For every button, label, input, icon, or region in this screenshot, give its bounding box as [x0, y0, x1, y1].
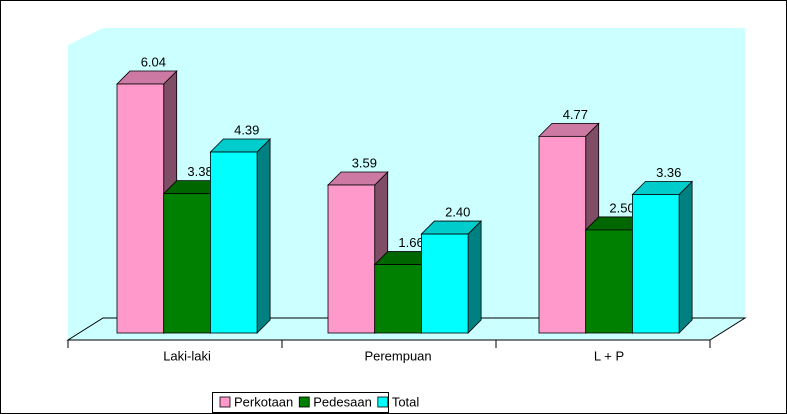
bar-side: [678, 180, 693, 334]
data-label: 3.59: [352, 155, 377, 170]
data-label: 6.04: [141, 54, 166, 69]
legend-swatch: [377, 396, 389, 408]
legend-label: Perkotaan: [234, 394, 293, 409]
data-label: 2.50: [609, 200, 634, 215]
data-label: 3.36: [656, 165, 681, 180]
x-tick-label: Laki-laki: [163, 348, 211, 363]
bar-side: [256, 138, 271, 334]
data-label: 2.40: [445, 204, 470, 219]
legend-label: Pedesaan: [313, 394, 372, 409]
bar: [209, 151, 258, 334]
bar: [374, 264, 422, 334]
x-tick-label: L + P: [594, 348, 624, 363]
data-label: 4.39: [234, 122, 259, 137]
bar: [585, 229, 633, 334]
bar: [163, 193, 211, 334]
legend-label: Total: [392, 394, 420, 409]
x-tick-label: Perempuan: [364, 348, 431, 363]
data-label: 3.38: [187, 164, 212, 179]
legend-swatch: [219, 396, 231, 408]
bar: [327, 184, 376, 334]
bar: [116, 83, 165, 334]
bar: [538, 135, 587, 334]
bar: [420, 233, 469, 334]
bar-side: [467, 220, 482, 334]
legend-swatch: [298, 396, 310, 408]
bar: [632, 194, 680, 334]
data-label: 4.77: [563, 107, 588, 122]
data-label: 1.66: [398, 235, 423, 250]
